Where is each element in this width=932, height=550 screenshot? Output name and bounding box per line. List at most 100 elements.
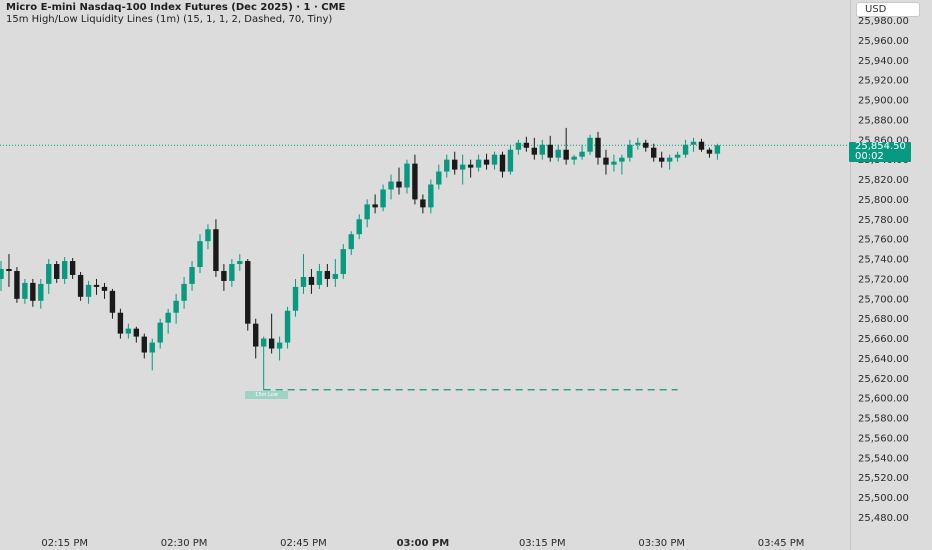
price-tick-label: 25,780.00 [858,215,909,226]
candle-body[interactable] [523,142,530,148]
candle-body[interactable] [332,273,339,279]
candle-body[interactable] [213,229,219,271]
candle-body[interactable] [340,249,346,274]
candle-body[interactable] [674,154,681,158]
candle-body[interactable] [714,145,721,154]
candle-body[interactable] [372,204,378,208]
candle-body[interactable] [499,154,506,172]
time-tick-label: 03:30 PM [638,538,685,549]
candle-body[interactable] [547,144,553,158]
candle-body[interactable] [77,274,84,297]
candle-body[interactable] [260,338,267,347]
candle-body[interactable] [619,157,625,162]
candle-body[interactable] [14,270,20,299]
candle-body[interactable] [651,147,657,158]
candle-body[interactable] [221,270,227,281]
candle-body[interactable] [658,157,665,162]
candle-body[interactable] [245,261,251,324]
candle-body[interactable] [666,157,673,162]
candle-body[interactable] [46,264,52,284]
candle-body[interactable] [483,159,490,165]
candle-body[interactable] [452,159,458,170]
candle-body[interactable] [627,144,633,158]
candle-body[interactable] [308,276,315,285]
candle-body[interactable] [157,322,163,343]
candle-body[interactable] [165,312,171,323]
candle-body[interactable] [356,219,362,235]
candle-body[interactable] [284,310,291,343]
candle-body[interactable] [229,264,235,281]
candle-body[interactable] [579,151,585,157]
candle-body[interactable] [603,157,609,165]
candle-body[interactable] [300,276,307,287]
candle-body[interactable] [690,141,697,145]
candle-body[interactable] [253,323,259,347]
indicator-legend[interactable]: 15m High/Low Liquidity Lines (1m) (15, 1… [6,14,333,25]
candle-body[interactable] [0,269,4,279]
candle-body[interactable] [133,328,140,337]
candle-body[interactable] [404,163,410,188]
candle-body[interactable] [444,159,450,172]
candle-body[interactable] [141,336,147,353]
candle-body[interactable] [117,312,124,334]
candle-body[interactable] [436,171,442,185]
candle-body[interactable] [237,261,243,265]
candle-body[interactable] [515,142,522,150]
candle-body[interactable] [531,147,538,155]
candle-body[interactable] [587,137,593,152]
candle-body[interactable] [292,286,299,311]
candle-body[interactable] [611,161,617,165]
candle-body[interactable] [316,270,323,285]
candle-body[interactable] [459,164,466,170]
candle-body[interactable] [324,270,331,279]
symbol-title[interactable]: Micro E-mini Nasdaq-100 Index Futures (D… [6,2,346,13]
candle-body[interactable] [507,149,514,172]
candle-body[interactable] [189,267,195,284]
candle-body[interactable] [149,342,155,353]
candle-body[interactable] [85,284,92,297]
candle-body[interactable] [635,142,641,145]
candle-body[interactable] [698,141,705,150]
price-tick-label: 25,920.00 [858,76,909,87]
candle-body[interactable] [61,261,68,279]
price-tick-label: 25,660.00 [858,334,909,345]
candle-body[interactable] [6,269,12,271]
candle-body[interactable] [93,284,100,287]
candle-body[interactable] [420,199,426,208]
candle-body[interactable] [205,229,211,242]
candle-body[interactable] [268,338,275,349]
candle-body[interactable] [706,149,713,154]
candle-body[interactable] [380,189,386,208]
candle-body[interactable] [682,144,689,155]
candle-body[interactable] [173,300,179,313]
candle-body[interactable] [101,286,108,291]
candle-body[interactable] [69,261,76,275]
candle-body[interactable] [109,290,116,313]
currency-selector[interactable]: USD [856,2,920,17]
candle-body[interactable] [643,142,649,148]
candle-body[interactable] [22,282,28,299]
candle-body[interactable] [467,164,474,168]
candle-body[interactable] [197,241,203,268]
candle-body[interactable] [276,342,283,349]
candle-body[interactable] [388,181,394,190]
candle-body[interactable] [181,283,187,301]
candle-body[interactable] [364,204,370,220]
candle-body[interactable] [30,282,36,301]
candle-body[interactable] [54,264,60,279]
candle-body[interactable] [396,181,402,188]
time-tick-label: 02:45 PM [280,538,327,549]
candle-body[interactable] [125,328,132,334]
candle-body[interactable] [491,154,498,165]
candle-body[interactable] [348,234,354,250]
candle-body[interactable] [38,283,44,301]
candle-body[interactable] [571,156,577,160]
candle-body[interactable] [412,163,418,200]
candle-body[interactable] [475,159,482,168]
candle-body[interactable] [595,137,601,158]
candle-body[interactable] [539,144,545,155]
candle-body[interactable] [563,149,569,160]
candle-body[interactable] [428,184,434,208]
candle-body[interactable] [555,149,561,158]
